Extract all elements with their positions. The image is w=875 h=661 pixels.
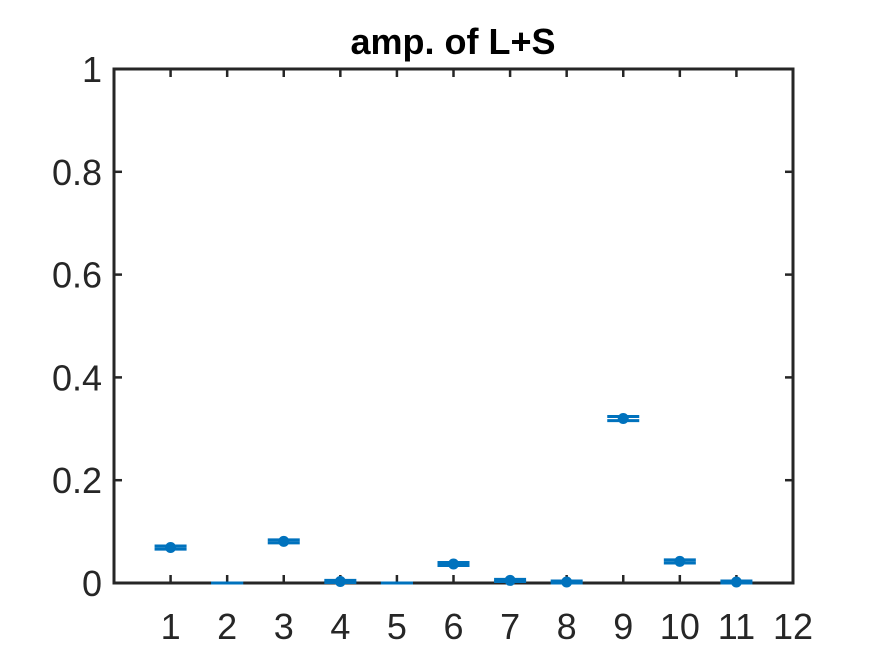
y-tick-label: 0.6 [52,255,102,296]
x-tick-label: 10 [660,606,700,647]
y-tick-label: 0.8 [52,152,102,193]
x-tick-label: 8 [557,606,577,647]
plot-box [112,67,795,585]
x-tick-label: 4 [330,606,350,647]
data-point-1 [165,542,177,554]
x-tick-label: 7 [500,606,520,647]
axes-layer [112,67,795,585]
data-point-3 [278,535,290,547]
data-point-6 [448,558,459,570]
chart-title: amp. of L+S [350,21,555,62]
x-tick-label: 3 [274,606,294,647]
marks-layer [154,413,753,588]
data-point-7 [504,574,516,586]
x-tick-label: 5 [387,606,407,647]
y-tick-label: 0 [82,563,102,604]
data-point-10 [674,555,686,567]
data-point-8 [561,576,573,588]
y-tick-label: 0.2 [52,460,102,501]
x-tick-label: 12 [773,606,813,647]
y-tick-label: 1 [82,49,102,90]
series-0 [154,413,753,588]
x-tick-label: 6 [443,606,463,647]
labels-layer: 00.20.40.60.811 2 3 4 5 6 7 8 9 10 11 12 [52,49,813,647]
x-tick-label: 11 [718,606,755,647]
data-point-11 [730,576,742,588]
data-point-4 [334,575,346,587]
data-point-9 [617,413,629,425]
ticks-layer [114,67,795,585]
x-tick-label: 2 [217,606,237,647]
y-tick-label: 0.4 [52,357,102,398]
x-tick-label: 9 [613,606,633,647]
x-tick-label: 1 [161,606,181,647]
